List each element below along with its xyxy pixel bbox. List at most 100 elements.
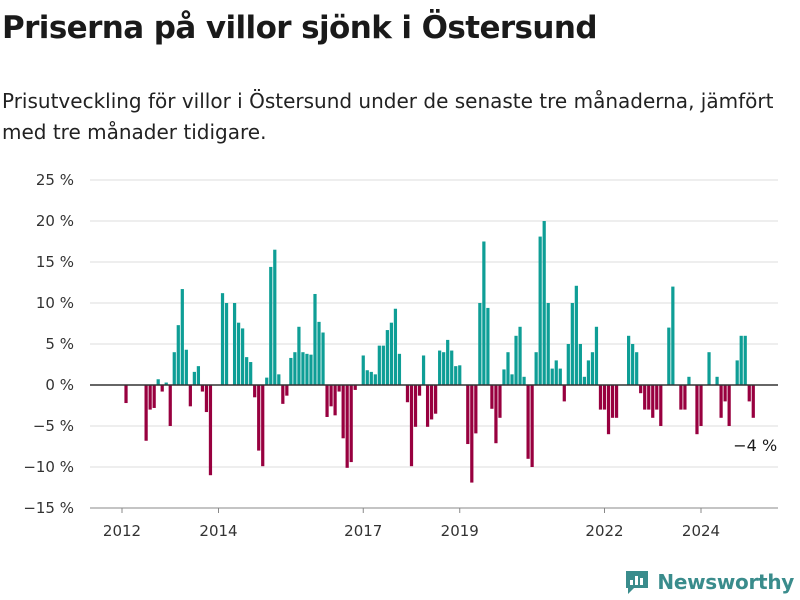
bar (530, 385, 534, 467)
bar (293, 352, 297, 385)
bar (257, 385, 261, 451)
bar (389, 322, 394, 385)
x-tick-label: 2017 (344, 522, 382, 540)
chart-title: Priserna på villor sjönk i Östersund (2, 10, 598, 46)
bar (723, 385, 727, 402)
bar (341, 385, 345, 439)
bar (196, 366, 201, 385)
bar (317, 321, 321, 385)
bar (353, 385, 357, 390)
bar (429, 385, 434, 420)
bar (425, 385, 430, 427)
bar (454, 366, 458, 385)
bar (470, 385, 474, 483)
bar (534, 352, 538, 385)
bar (192, 371, 196, 385)
y-tick-label: 20 % (36, 212, 74, 230)
bar (253, 385, 257, 398)
bar (458, 365, 462, 385)
bar (478, 303, 482, 385)
bar (550, 368, 554, 385)
bar (144, 385, 148, 441)
bar (614, 385, 619, 418)
bar (506, 352, 510, 385)
y-tick-label: 0 % (45, 376, 74, 394)
bar (269, 266, 273, 385)
bar (261, 385, 265, 467)
bar (719, 385, 723, 418)
bar (232, 303, 237, 385)
bar (751, 385, 755, 418)
bar (578, 344, 582, 385)
bar (510, 374, 514, 385)
bar (393, 308, 398, 385)
gridlines (90, 179, 778, 509)
bar (502, 369, 506, 385)
bar (220, 293, 225, 385)
bar (434, 385, 438, 414)
bar (152, 385, 156, 408)
bar (265, 377, 269, 385)
brand-name: Newsworthy (657, 570, 794, 594)
bar (699, 385, 703, 426)
bar (337, 385, 341, 392)
bar (417, 385, 422, 396)
bar (148, 385, 152, 410)
chart-subtitle: Prisutveckling för villor i Östersund un… (2, 89, 774, 144)
y-axis-labels: 25 % 20 % 15 % 10 % 5 % 0 % −5 % −10 % −15 % (23, 171, 74, 517)
bar (695, 385, 699, 435)
bar (160, 385, 164, 392)
bar (659, 385, 663, 426)
bar (409, 385, 414, 467)
bar (438, 350, 442, 385)
bar (655, 385, 659, 410)
bar (446, 339, 450, 385)
bar (679, 385, 683, 410)
bar (538, 236, 542, 385)
bar (208, 385, 213, 476)
bar (188, 385, 192, 407)
bar (281, 385, 285, 404)
bar (590, 352, 595, 385)
bar (582, 376, 587, 385)
bar (377, 345, 381, 385)
bar (176, 325, 180, 385)
bar (683, 385, 687, 410)
bar (739, 335, 743, 385)
bar (289, 357, 293, 385)
bar (735, 360, 739, 385)
bar (715, 376, 719, 385)
newsworthy-logo-icon (626, 571, 649, 594)
bar (156, 379, 160, 385)
bar (273, 249, 277, 385)
bar (570, 303, 574, 385)
bar (241, 328, 245, 385)
bar (474, 385, 478, 434)
bar (164, 382, 168, 385)
x-tick-label: 2019 (441, 522, 479, 540)
bar (631, 344, 635, 385)
bar (249, 362, 253, 385)
y-tick-label: 5 % (45, 335, 74, 353)
bar (277, 374, 281, 385)
bar (574, 285, 578, 385)
bar (413, 385, 418, 427)
x-tick-label: 2012 (103, 522, 141, 540)
bar (647, 385, 651, 410)
bar (707, 352, 711, 385)
bar (586, 360, 591, 385)
bar (594, 326, 599, 385)
x-tick-label: 2022 (585, 522, 623, 540)
bar (172, 352, 176, 385)
bar (297, 326, 301, 385)
bar (486, 307, 490, 385)
bar (381, 345, 385, 385)
bar (361, 355, 365, 385)
y-tick-label: −15 % (23, 499, 74, 517)
bar (309, 354, 313, 385)
bar (490, 385, 494, 409)
bar (442, 352, 446, 385)
bar (558, 368, 562, 385)
bar (554, 360, 558, 385)
